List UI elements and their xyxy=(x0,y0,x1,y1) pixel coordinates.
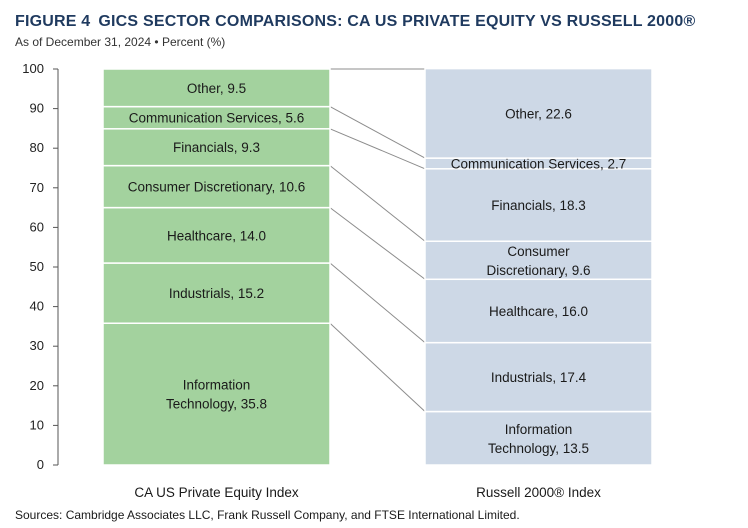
figure-label: FIGURE 4 xyxy=(15,13,91,30)
figure-title: FIGURE 4 GICS SECTOR COMPARISONS: CA US P… xyxy=(15,13,695,31)
y-tick-label: 0 xyxy=(37,457,44,472)
segment-label-cs-0: Communication Services, 5.6 xyxy=(129,111,305,126)
segment-label-cs-1: Communication Services, 2.7 xyxy=(451,156,627,171)
connector-line-it xyxy=(329,322,426,412)
segment-label-oth-0: Other, 9.5 xyxy=(187,81,246,96)
segment-label-hc-1: Healthcare, 16.0 xyxy=(489,304,588,319)
bar-segment-it-1 xyxy=(424,410,653,466)
y-tick-label: 100 xyxy=(22,61,44,76)
figure-title-text: GICS SECTOR COMPARISONS: CA US PRIVATE E… xyxy=(98,13,696,30)
connector-line-hc xyxy=(329,207,426,280)
connector-line-ind xyxy=(329,262,426,344)
connector-line-fin xyxy=(329,128,426,170)
y-tick-label: 60 xyxy=(30,219,44,234)
segment-label-hc-0: Healthcare, 14.0 xyxy=(167,228,266,243)
bar-segment-oth-0 xyxy=(102,68,331,108)
stacked-bar-chart: 0 10 20 30 40 50 60 70 80 90 100 Information Technol… xyxy=(22,61,653,500)
segment-label-oth-1: Other, 22.6 xyxy=(505,106,572,121)
y-tick-label: 80 xyxy=(30,140,44,155)
y-tick-label: 40 xyxy=(30,299,44,314)
connector-line-cd xyxy=(329,165,426,242)
segment-label-fin-0: Financials, 9.3 xyxy=(173,140,260,155)
segment-label-fin-1: Financials, 18.3 xyxy=(491,198,586,213)
segment-label-ind-1: Industrials, 17.4 xyxy=(491,370,587,385)
bar-segment-ind-1 xyxy=(424,341,653,413)
segment-label-it-0: Technology, 35.8 xyxy=(166,397,267,412)
bar-segment-cd-1 xyxy=(424,240,653,281)
category-label-1: Russell 2000® Index xyxy=(476,485,601,500)
y-tick-label: 30 xyxy=(30,338,44,353)
segment-label-cd-1: Consumer xyxy=(507,244,570,259)
figure-source: Sources: Cambridge Associates LLC, Frank… xyxy=(15,508,520,522)
bar-segment-fin-1 xyxy=(424,168,653,243)
y-tick-label: 20 xyxy=(30,378,44,393)
bar-segment-oth-1 xyxy=(424,67,653,159)
segment-label-cd-0: Consumer Discretionary, 10.6 xyxy=(128,180,306,195)
bar-segment-it-0 xyxy=(102,322,331,466)
segment-label-it-0: Information xyxy=(183,378,251,393)
segment-label-ind-0: Industrials, 15.2 xyxy=(169,286,264,301)
figure-subtitle: As of December 31, 2024 • Percent (%) xyxy=(15,35,226,49)
bar-segment-hc-1 xyxy=(424,278,653,344)
segment-label-cd-1: Discretionary, 9.6 xyxy=(486,263,590,278)
connector-line-cs xyxy=(329,106,426,159)
y-tick-label: 90 xyxy=(30,101,44,116)
segment-label-it-1: Information xyxy=(505,422,573,437)
y-tick-label: 50 xyxy=(30,259,44,274)
y-tick-label: 70 xyxy=(30,180,44,195)
segment-label-it-1: Technology, 13.5 xyxy=(488,441,589,456)
y-tick-label: 10 xyxy=(30,417,44,432)
category-label-0: CA US Private Equity Index xyxy=(134,485,299,500)
